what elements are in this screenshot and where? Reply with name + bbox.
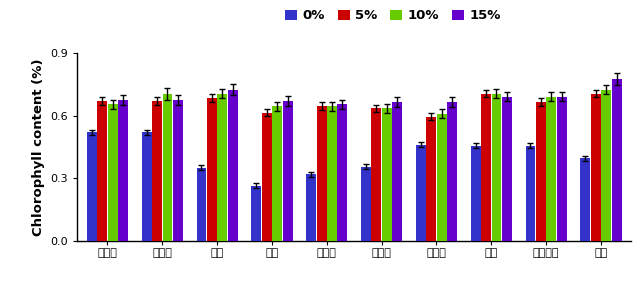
Bar [283, 101, 292, 241]
Bar [162, 94, 173, 241]
Bar [251, 186, 261, 241]
Bar [207, 98, 217, 241]
Bar [392, 102, 402, 241]
Bar [152, 101, 162, 241]
Bar [97, 101, 107, 241]
Bar [361, 167, 371, 241]
Bar [196, 168, 207, 241]
Bar [591, 94, 601, 241]
Bar [580, 158, 591, 241]
Bar [546, 97, 556, 241]
Bar [491, 94, 502, 241]
Bar [337, 104, 347, 241]
Bar [372, 108, 381, 241]
Bar [272, 106, 282, 241]
Bar [306, 174, 316, 241]
Bar [173, 100, 183, 241]
Bar [228, 89, 238, 241]
Bar [536, 102, 546, 241]
Bar [426, 117, 436, 241]
Bar [526, 146, 535, 241]
Bar [612, 79, 621, 241]
Legend: 0%, 5%, 10%, 15%: 0%, 5%, 10%, 15% [283, 7, 504, 25]
Bar [437, 113, 446, 241]
Bar [327, 106, 337, 241]
Bar [87, 132, 97, 241]
Bar [502, 97, 512, 241]
Y-axis label: Chlorophyll content (%): Chlorophyll content (%) [32, 58, 45, 236]
Bar [416, 145, 426, 241]
Bar [218, 94, 227, 241]
Bar [557, 97, 567, 241]
Bar [142, 132, 151, 241]
Bar [447, 102, 457, 241]
Bar [118, 100, 128, 241]
Bar [108, 104, 118, 241]
Bar [262, 113, 272, 241]
Bar [481, 94, 491, 241]
Bar [601, 89, 611, 241]
Bar [471, 146, 480, 241]
Bar [317, 106, 327, 241]
Bar [382, 108, 392, 241]
